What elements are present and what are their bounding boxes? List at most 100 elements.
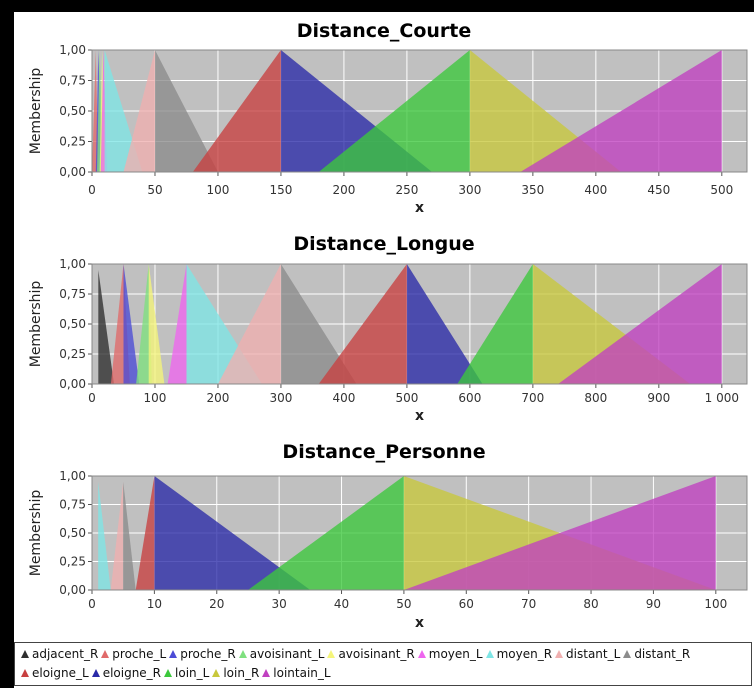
x-tick-label: 0 xyxy=(88,597,96,611)
legend-marker-icon xyxy=(169,650,178,658)
chart-panel-distance-longue: Distance_Longue 0,00 0,25 0,50 0,75 1,00 0 100 2… xyxy=(14,228,754,430)
y-axis-label: Membership xyxy=(28,281,44,368)
y-axis-label: Membership xyxy=(28,490,44,577)
x-tick-label: 30 xyxy=(272,597,287,611)
legend-item: avoisinant_R xyxy=(327,645,415,664)
legend-item: proche_R xyxy=(169,645,236,664)
legend-item: eloigne_L xyxy=(21,664,89,683)
series-eloigne-l xyxy=(135,476,155,590)
chart-distance-longue: Distance_Longue 0,00 0,25 0,50 0,75 1,00 0 100 2… xyxy=(28,233,748,424)
legend-item: moyen_R xyxy=(485,645,553,664)
x-tick-label: 900 xyxy=(647,391,670,405)
legend-item: proche_L xyxy=(101,645,166,664)
legend-label: proche_R xyxy=(180,647,236,661)
left-border xyxy=(0,0,14,688)
series-distant-r xyxy=(155,50,218,172)
series-distant-l xyxy=(123,50,155,172)
legend-marker-icon xyxy=(212,669,221,677)
series-distant-r xyxy=(280,264,357,384)
series-lointain-l xyxy=(403,476,716,590)
series-eloigne-l xyxy=(192,50,281,172)
x-axis-label: x xyxy=(415,408,424,424)
plot-border xyxy=(91,49,748,173)
series-loin-l xyxy=(248,476,404,590)
legend-marker-icon xyxy=(485,650,494,658)
x-tick-label: 700 xyxy=(521,391,544,405)
y-tick-label: 0,25 xyxy=(59,347,86,361)
legend-label: moyen_L xyxy=(428,647,483,661)
legend-label: distant_L xyxy=(566,647,621,661)
legend-item: avoisinant_L xyxy=(238,645,325,664)
chart-distance-personne: Distance_Personne 0,00 0,25 0,50 0,75 1,00 0 10… xyxy=(28,441,748,631)
y-tick-label: 0,00 xyxy=(59,377,86,391)
top-border xyxy=(0,0,754,12)
x-tick-label: 300 xyxy=(269,391,292,405)
plot-border xyxy=(91,475,748,591)
legend-label: avoisinant_L xyxy=(249,647,325,661)
series-eloigne-r xyxy=(406,264,483,384)
x-tick-label: 300 xyxy=(458,183,481,197)
y-tick-label: 0,75 xyxy=(59,74,86,88)
legend-label: distant_R xyxy=(634,647,691,661)
series-eloigne-l xyxy=(318,264,407,384)
legend-item: distant_L xyxy=(555,645,620,664)
x-axis-label: x xyxy=(415,200,424,216)
chart-distance-courte: Distance_Courte 0,00 0,25 0,50 0,75 1,00 0 50 10… xyxy=(28,20,748,216)
y-tick-label: 0,00 xyxy=(59,583,86,597)
legend-item: adjacent_R xyxy=(21,645,98,664)
legend-row: eloigne_L eloigne_R loin_L loin_R lointain_L xyxy=(21,664,751,683)
y-axis-label: Membership xyxy=(28,68,44,155)
series-moyen-r xyxy=(104,50,143,172)
legend-item: moyen_L xyxy=(417,645,483,664)
y-tick-label: 0,50 xyxy=(59,317,86,331)
series-loin-l xyxy=(457,264,533,384)
series-moyen-l xyxy=(167,264,187,384)
legend-marker-icon xyxy=(262,669,271,677)
y-tick-label: 0,00 xyxy=(59,165,86,179)
x-tick-label: 350 xyxy=(521,183,544,197)
x-tick-label: 0 xyxy=(88,183,96,197)
legend-marker-icon xyxy=(91,669,100,677)
series-distant-l xyxy=(218,264,281,384)
legend-label: loin_R xyxy=(223,666,260,680)
x-tick-label: 70 xyxy=(521,597,536,611)
series-lointain-l xyxy=(558,264,722,384)
x-tick-label: 50 xyxy=(396,597,411,611)
legend-row: adjacent_R proche_L proche_R avoisinant_L av… xyxy=(21,645,751,664)
x-tick-label: 1 000 xyxy=(705,391,739,405)
legend-label: lointain_L xyxy=(273,666,331,680)
x-tick-label: 90 xyxy=(646,597,661,611)
x-tick-label: 500 xyxy=(710,183,733,197)
legend-item: loin_R xyxy=(212,664,259,683)
x-tick-label: 80 xyxy=(583,597,598,611)
x-tick-label: 100 xyxy=(144,391,167,405)
x-tick-label: 100 xyxy=(704,597,727,611)
x-tick-label: 200 xyxy=(207,391,230,405)
legend-item: loin_L xyxy=(164,664,209,683)
y-tick-label: 0,75 xyxy=(59,498,86,512)
plot-border xyxy=(91,263,748,385)
legend-label: loin_L xyxy=(175,666,210,680)
y-tick-label: 0,75 xyxy=(59,287,86,301)
legend-marker-icon xyxy=(21,669,29,677)
x-tick-label: 40 xyxy=(334,597,349,611)
y-tick-label: 0,50 xyxy=(59,104,86,118)
x-tick-label: 150 xyxy=(269,183,292,197)
series-loin-l xyxy=(318,50,470,172)
y-tick-label: 0,25 xyxy=(59,135,86,149)
y-tick-label: 1,00 xyxy=(59,43,86,57)
x-tick-label: 10 xyxy=(147,597,162,611)
legend-marker-icon xyxy=(623,650,632,658)
chart-title: Distance_Longue xyxy=(293,233,474,255)
x-tick-label: 800 xyxy=(584,391,607,405)
legend-label: eloigne_R xyxy=(102,666,162,680)
series-adjacent-r xyxy=(98,270,114,384)
x-tick-label: 50 xyxy=(147,183,162,197)
legend-label: proche_L xyxy=(112,647,167,661)
y-tick-label: 1,00 xyxy=(59,469,86,483)
y-tick-label: 0,50 xyxy=(59,526,86,540)
y-tick-label: 1,00 xyxy=(59,257,86,271)
legend-label: moyen_R xyxy=(496,647,553,661)
x-tick-label: 60 xyxy=(459,597,474,611)
